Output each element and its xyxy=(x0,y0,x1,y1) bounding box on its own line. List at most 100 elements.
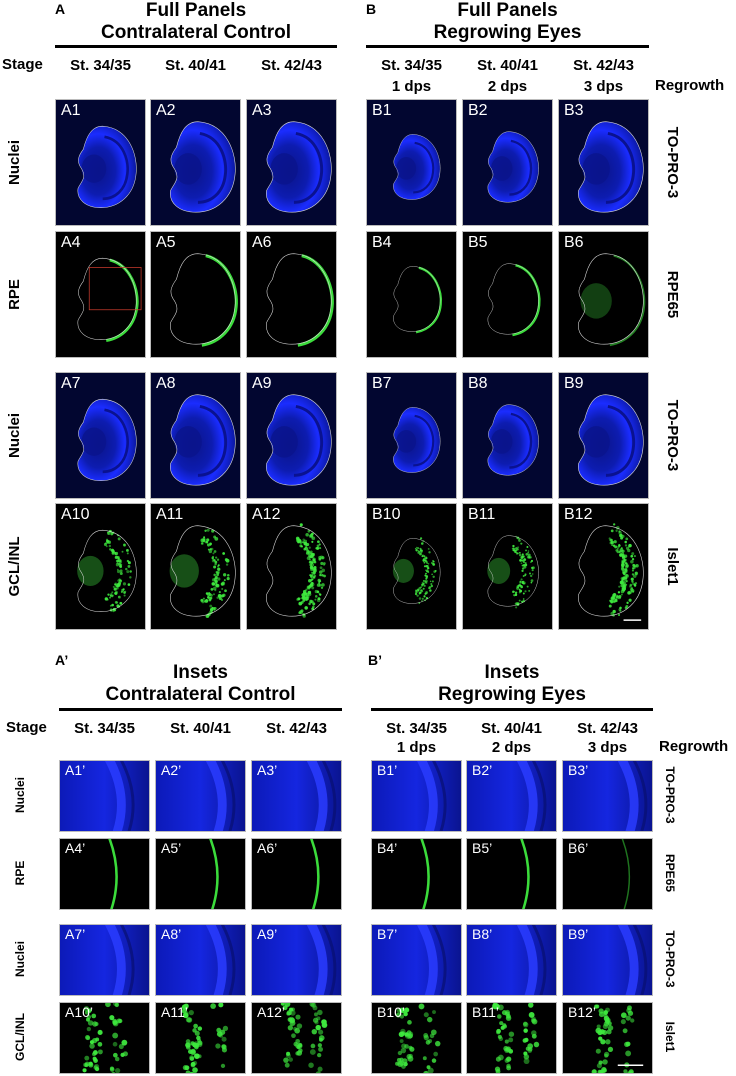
islet1-cell xyxy=(89,1040,95,1045)
micrograph-b3: B3 xyxy=(558,99,649,226)
stage-col-a2-prime: St. 40/41 xyxy=(170,720,231,737)
inset-micrograph-b8: B8’ xyxy=(466,924,557,996)
islet1-cell xyxy=(630,560,634,564)
islet1-cell xyxy=(632,582,635,586)
islet1-cell xyxy=(432,575,435,579)
islet1-cell xyxy=(304,546,307,549)
islet1-cell xyxy=(497,1034,502,1039)
islet1-cell xyxy=(508,1031,515,1037)
islet1-cell xyxy=(316,590,320,594)
row-label-right-inset: Islet1 xyxy=(663,1021,677,1053)
islet1-cell xyxy=(626,601,629,604)
islet1-cell xyxy=(211,578,216,582)
islet1-cell xyxy=(633,554,636,558)
panel-label: B12’ xyxy=(568,1004,597,1020)
islet1-cell xyxy=(419,547,422,550)
row-label-right: TO-PRO-3 xyxy=(663,399,681,471)
islet1-cell xyxy=(400,1047,407,1054)
stage-col-b1-prime: St. 34/35 xyxy=(386,720,447,737)
islet1-cell xyxy=(521,567,525,570)
islet1-cell xyxy=(428,586,432,589)
panel-label: A9’ xyxy=(257,926,278,942)
islet1-cell xyxy=(127,561,131,565)
islet1-cell xyxy=(421,600,423,602)
islet1-cell xyxy=(523,1028,528,1033)
islet1-cell xyxy=(222,1025,229,1031)
lens xyxy=(582,153,610,185)
islet1-cell xyxy=(518,551,521,554)
islet1-cell xyxy=(618,585,621,588)
row-label-left: GCL/INL xyxy=(5,536,23,596)
islet1-cell xyxy=(531,1033,537,1039)
islet1-cell xyxy=(622,1028,628,1034)
islet1-cell xyxy=(625,564,629,568)
islet1-cell xyxy=(620,589,625,594)
islet1-cell xyxy=(616,550,620,554)
islet1-cell xyxy=(213,535,217,539)
islet1-cell xyxy=(624,544,628,547)
islet1-cell xyxy=(525,552,529,556)
islet1-cell xyxy=(318,1029,324,1035)
islet1-cell xyxy=(625,537,629,541)
islet1-cell xyxy=(631,580,634,583)
islet1-cell xyxy=(312,557,317,562)
retina-layer xyxy=(605,405,636,477)
nuclear-layer-band xyxy=(617,761,639,831)
islet1-cell xyxy=(431,580,434,583)
panel-label: A2’ xyxy=(161,762,182,778)
islet1-cell xyxy=(299,523,303,527)
islet1-cell xyxy=(124,590,127,593)
islet1-cell xyxy=(313,574,317,578)
islet1-cell xyxy=(504,1039,509,1044)
islet1-cell xyxy=(422,1056,427,1061)
islet1-cell xyxy=(207,548,210,551)
panel-label: B5’ xyxy=(472,840,493,856)
islet1-cell xyxy=(116,556,120,559)
eye-outline xyxy=(487,131,539,203)
islet1-cell xyxy=(530,559,534,563)
islet1-cell xyxy=(296,1023,303,1029)
islet1-cell xyxy=(313,576,316,579)
islet1-cell xyxy=(609,599,613,603)
retina-layer xyxy=(605,132,636,204)
islet1-cell xyxy=(317,1052,322,1058)
islet1-cell xyxy=(297,597,301,601)
islet1-cell xyxy=(92,1050,98,1056)
islet1-cell xyxy=(523,1051,528,1056)
islet1-cell xyxy=(316,546,320,550)
islet1-cell xyxy=(316,598,321,603)
islet1-cell xyxy=(607,1046,614,1052)
islet1-cell xyxy=(512,590,515,594)
regrowth-label: Regrowth xyxy=(655,77,725,94)
islet1-cell xyxy=(431,559,435,562)
islet1-cell xyxy=(602,1068,607,1073)
islet1-cell xyxy=(109,1066,114,1071)
panel-label: A10’ xyxy=(65,1004,94,1020)
islet1-cell xyxy=(620,1012,627,1019)
islet1-cell xyxy=(119,571,123,576)
islet1-cell xyxy=(218,1003,224,1008)
eye-outline xyxy=(487,404,539,476)
islet1-cell xyxy=(213,593,215,596)
islet1-cell xyxy=(526,545,529,548)
islet1-cell xyxy=(431,1058,437,1063)
islet1-cell xyxy=(86,1026,92,1032)
islet1-cell xyxy=(422,587,425,590)
islet1-cell xyxy=(107,532,111,536)
islet1-cell xyxy=(204,529,207,532)
nuclear-layer-band xyxy=(617,925,639,995)
inset-micrograph-b3: B3’ xyxy=(562,760,653,832)
islet1-cell xyxy=(496,1030,501,1035)
islet1-cell xyxy=(306,542,310,547)
islet1-cell xyxy=(287,1025,293,1031)
islet1-cell xyxy=(608,537,611,540)
islet1-cell xyxy=(626,1071,632,1073)
panel-label: B11’ xyxy=(472,1004,499,1020)
islet1-cell xyxy=(318,583,322,587)
islet1-cell xyxy=(197,1026,203,1031)
islet1-cell xyxy=(302,589,307,594)
islet1-cell xyxy=(603,1051,610,1057)
plexiform-layer xyxy=(220,925,236,995)
islet1-cell xyxy=(318,580,322,583)
islet1-cell xyxy=(309,1003,315,1007)
